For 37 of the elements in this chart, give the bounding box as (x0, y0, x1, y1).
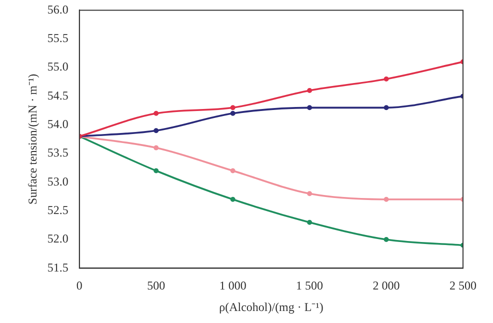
x-tick-label: 1 500 (296, 278, 324, 293)
y-tick-label: 52.0 (47, 232, 68, 246)
point (154, 168, 159, 174)
x-tick-label: 500 (147, 278, 166, 293)
point (384, 237, 389, 242)
point (384, 105, 389, 110)
point (230, 168, 236, 174)
point (154, 145, 159, 150)
point (384, 196, 389, 202)
line-series (79, 59, 463, 139)
point (230, 105, 236, 110)
point (307, 220, 312, 225)
y-axis-title: Surface tension/(mN · m⁻¹) (25, 74, 40, 204)
y-tick-label: 53.0 (47, 174, 68, 188)
point (307, 88, 312, 93)
y-tick-label: 55.5 (47, 31, 68, 46)
y-tick-label: 54.5 (47, 88, 68, 102)
y-tick-label: 52.5 (47, 203, 68, 218)
x-tick-label: 2 500 (450, 278, 476, 293)
x-tick-label: 1 000 (219, 278, 246, 293)
y-tick-label: 54.0 (47, 117, 68, 132)
y-tick-label: 56.0 (47, 2, 68, 16)
x-tick-label: 2 000 (372, 278, 400, 293)
point (384, 76, 389, 82)
line-series (79, 134, 463, 202)
x-tick-label: 0 (76, 278, 82, 293)
x-axis-title: ρ(Alcohol)/(mg · L⁻¹) (219, 300, 324, 314)
line-series (79, 94, 463, 139)
y-tick-label: 55.0 (47, 60, 68, 74)
point (154, 110, 159, 116)
point (307, 105, 312, 110)
y-tick-label: 51.5 (47, 260, 68, 274)
point (154, 128, 159, 134)
point (307, 191, 312, 196)
point (230, 110, 236, 116)
point (230, 196, 236, 202)
y-tick-label: 53.5 (47, 146, 68, 160)
